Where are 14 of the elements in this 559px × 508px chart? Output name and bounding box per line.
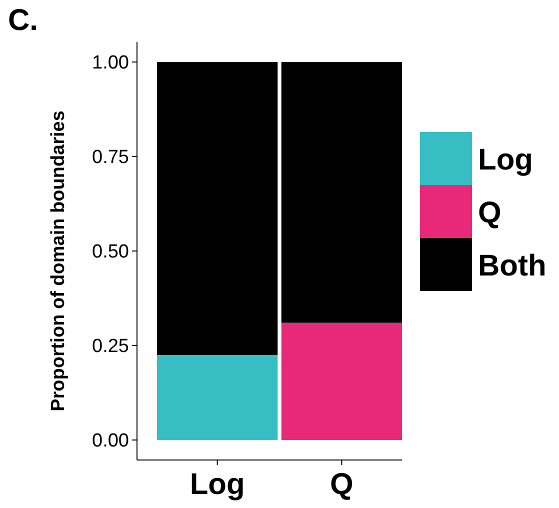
legend-label: Both xyxy=(478,250,546,282)
y-tick-label: 0.00 xyxy=(92,430,129,452)
y-tick-label: 0.25 xyxy=(92,336,129,358)
bar xyxy=(157,354,278,440)
bar xyxy=(281,62,402,323)
y-tick-label: 1.00 xyxy=(92,52,129,74)
bar xyxy=(281,322,402,440)
bar xyxy=(157,62,278,355)
y-axis-title: Proportion of domain boundaries xyxy=(48,110,69,412)
y-tick-label: 0.75 xyxy=(92,147,129,168)
legend-label: Log xyxy=(478,144,533,176)
text: C. xyxy=(8,4,38,37)
y-tick-label: 0.50 xyxy=(92,242,129,263)
legend-label: Q xyxy=(478,196,502,230)
